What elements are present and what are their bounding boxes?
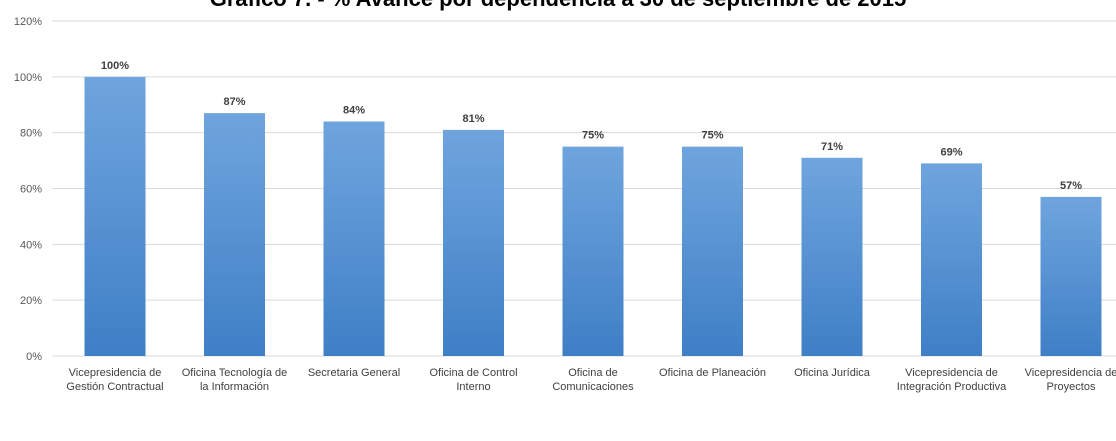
x-axis-categories: Vicepresidencia de Gestión Contractual Ofi… [66,367,1116,393]
y-tick-label: 80% [20,128,42,140]
category-label: Oficina Tecnología de la Información [182,367,288,393]
y-tick-label: 20% [20,295,42,307]
category-label: Vicepresidencia de Integración Productiva [897,367,1007,393]
bar [204,113,265,356]
y-tick-label: 60% [20,184,42,196]
y-tick-label: 0% [26,351,42,363]
bars [84,76,1102,356]
data-label: 57% [1060,180,1082,192]
bar [1040,196,1102,356]
bar [84,76,146,356]
y-tick-label: 40% [20,239,42,251]
y-tick-label: 120% [14,16,42,28]
data-label: 81% [462,113,484,125]
data-label: 87% [223,96,245,108]
bar [562,146,624,356]
category-label: Oficina de Planeación [659,367,766,379]
category-label: Oficina Jurídica [794,367,871,379]
category-label: Vicepresidencia de Proyectos [1025,367,1116,393]
data-label: 75% [582,130,604,142]
bar [323,121,385,356]
y-tick-label: 100% [14,72,42,84]
data-label: 71% [821,141,843,153]
category-label: Vicepresidencia de Gestión Contractual [66,367,163,393]
data-label: 75% [701,130,723,142]
category-label: Secretaria General [308,367,400,379]
data-labels: 100% 87% 84% 81% 75% 75% 71% 69% 57% [101,60,1082,192]
bar [682,146,743,356]
y-axis-ticks: 0% 20% 40% 60% 80% 100% 120% [14,16,42,363]
data-label: 100% [101,60,129,72]
chart-title: Gráfico 7. - % Avance por dependencia a … [0,0,1116,12]
category-label: Oficina de Comunicaciones [552,367,634,393]
data-label: 84% [343,105,365,117]
category-label: Oficina de Control Interno [429,367,517,393]
data-label: 69% [940,146,962,158]
bar [801,157,863,356]
bar [443,129,504,356]
bar [921,163,982,356]
